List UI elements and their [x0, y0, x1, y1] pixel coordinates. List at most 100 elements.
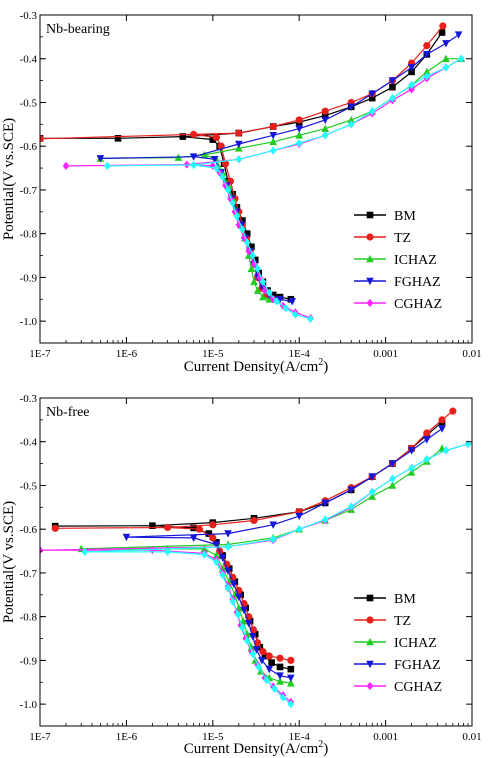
data-point-cghaz-cyan [229, 198, 237, 208]
data-point-ichaz [250, 277, 258, 286]
data-point-fghaz [210, 156, 219, 164]
data-point-tz [209, 534, 217, 542]
data-point-ichaz [423, 67, 431, 76]
data-point-fghaz [229, 580, 238, 588]
legend-label: FGHAZ [394, 658, 441, 673]
series-line-cghaz-cathodic [40, 549, 292, 703]
legend-item-cghaz: CGHAZ [354, 680, 442, 695]
data-point-fghaz [287, 674, 295, 682]
data-point-bm [269, 291, 277, 299]
data-point-bm [149, 522, 156, 530]
y-tick-label: -0.7 [20, 568, 38, 580]
data-point-bm [276, 663, 284, 671]
data-point-cghaz-cyan [239, 225, 246, 234]
x-tick-label: 1E-6 [116, 348, 138, 360]
data-point-fghaz [321, 499, 330, 508]
data-point-fghaz [265, 665, 274, 674]
data-point-bm [321, 112, 329, 119]
data-point-ichaz [347, 115, 356, 124]
series-line-tz-anodic [193, 25, 444, 135]
data-point-bm [229, 191, 237, 198]
legend-item-tz: TZ [354, 231, 411, 246]
y-tick-label: -0.6 [20, 141, 38, 153]
data-point-fghaz [295, 125, 303, 133]
legend-item-ichaz: ICHAZ [354, 636, 437, 651]
legend-item-cghaz: CGHAZ [354, 297, 442, 312]
data-point-cghaz-cyan [243, 238, 251, 247]
x-tick-label: 1E-4 [289, 731, 311, 743]
data-point-ichaz [287, 679, 295, 687]
data-point-cghaz-cyan [229, 597, 237, 606]
panel-title: Nb-bearing [46, 22, 110, 37]
data-point-fghaz [244, 619, 253, 628]
y-tick-label: -0.9 [20, 655, 38, 667]
data-point-cghaz-cyan [347, 502, 355, 511]
series-cghaz-cyan [103, 54, 465, 324]
y-axis-title: Potential(V vs.SCE) [1, 118, 17, 240]
data-point-fghaz [407, 447, 416, 455]
chart-panel-nb-free: 1E-7 1E-6 1E-5 1E-4 0.001 0.01-0.3-0.4-0.5-0.… [1, 393, 482, 757]
legend-label: CGHAZ [394, 680, 442, 695]
data-point-bm [408, 68, 415, 76]
data-point-fghaz [347, 103, 356, 111]
legend: BM TZ ICHAZ FGHAZ CGHAZ [354, 592, 442, 695]
legend-item-fghaz: FGHAZ [354, 275, 441, 290]
series-line-cghaz-anodic [40, 443, 469, 551]
data-point-ichaz [259, 292, 267, 301]
data-point-fghaz [189, 153, 198, 161]
x-axis: 1E-7 1E-6 1E-5 1E-4 0.001 0.01 [29, 15, 482, 360]
y-tick-label: -0.9 [20, 272, 38, 284]
data-point-fghaz [438, 425, 446, 433]
data-point-cghaz-cyan [224, 185, 232, 195]
data-point-cghaz [250, 260, 258, 269]
y-tick-label: -0.5 [20, 97, 38, 109]
x-tick-label: 1E-5 [202, 731, 224, 743]
data-point-cghaz-cyan [389, 474, 396, 484]
data-point-tz [235, 129, 243, 137]
data-point-ichaz [321, 124, 330, 133]
data-point-cghaz-cyan [233, 212, 241, 221]
x-axis: 1E-7 1E-6 1E-5 1E-4 0.001 0.01 [29, 398, 482, 743]
data-point-cghaz-cyan [442, 446, 450, 455]
legend-label: FGHAZ [394, 275, 441, 290]
data-point-cghaz-cyan [368, 487, 376, 497]
x-tick-label: 0.01 [462, 348, 481, 360]
data-point-cghaz-cyan [282, 303, 290, 313]
legend-marker [366, 211, 374, 219]
data-point-fghaz [248, 633, 257, 641]
data-point-tz [51, 524, 59, 532]
data-point-fghaz [454, 31, 463, 39]
data-point-ichaz [253, 286, 262, 294]
legend-marker [366, 233, 374, 241]
legend-item-bm: BM [354, 592, 416, 607]
data-point-cghaz-cyan [321, 131, 329, 140]
data-point-fghaz [122, 533, 131, 542]
data-point-bm [268, 659, 275, 666]
data-point-cghaz-cyan [408, 463, 415, 473]
data-point-ichaz [212, 551, 221, 559]
data-point-fghaz [252, 646, 261, 654]
legend-marker [366, 681, 374, 691]
data-point-cghaz-cyan [249, 251, 257, 260]
data-point-fghaz [388, 77, 397, 85]
data-point-fghaz [224, 567, 232, 575]
data-point-bm [368, 94, 376, 102]
data-point-bm [243, 230, 251, 237]
data-point-fghaz [258, 657, 266, 665]
data-point-tz [423, 42, 431, 50]
data-point-fghaz [368, 473, 377, 481]
data-point-fghaz [423, 51, 431, 59]
y-tick-label: -1.0 [20, 699, 38, 711]
data-point-cghaz-cyan [254, 264, 261, 273]
data-point-bm [205, 530, 213, 537]
x-tick-label: 1E-5 [202, 348, 224, 360]
data-point-ichaz [200, 544, 209, 553]
legend-label: ICHAZ [394, 253, 437, 268]
data-point-bm [261, 652, 269, 660]
data-point-cghaz-cyan [464, 439, 472, 449]
data-point-fghaz [96, 155, 105, 163]
data-point-cghaz-cyan [307, 314, 314, 324]
data-point-bm [438, 29, 446, 36]
x-axis-title: Current Density(A/cm2) [184, 739, 329, 757]
data-point-tz [209, 521, 217, 529]
